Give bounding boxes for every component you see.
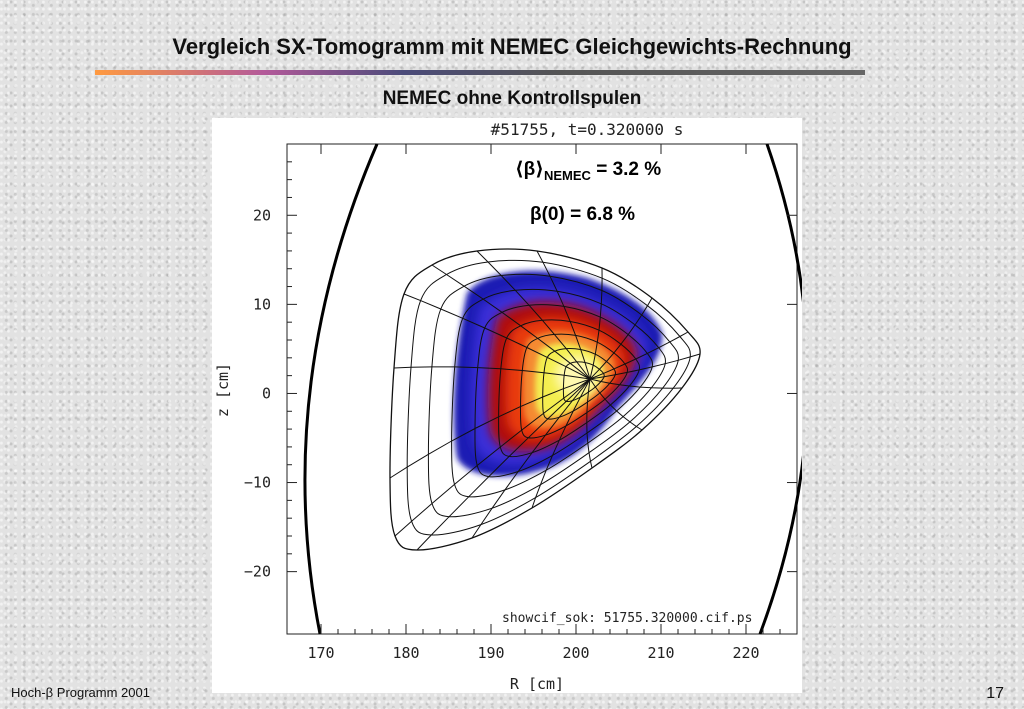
y-axis-label: z [cm] [214, 363, 232, 417]
poloidal-grid-line [589, 297, 653, 380]
vessel-wall-left [303, 143, 379, 635]
flux-surface [474, 304, 653, 478]
poloidal-grid-line [471, 378, 591, 539]
x-tick-label: 200 [562, 644, 589, 662]
y-axis-ticks: 20 10 0 −10 −20 [244, 143, 797, 581]
y-tick-label: 10 [253, 295, 271, 313]
flux-surface [542, 347, 616, 420]
y-tick-label: −10 [244, 474, 271, 492]
beta-average-value: = 3.2 % [590, 159, 662, 180]
page-number: 17 [986, 685, 1004, 702]
x-axis-label: R [cm] [510, 675, 564, 693]
poloidal-grid-line [589, 267, 603, 380]
poloidal-grid-line [394, 378, 591, 537]
tomogram-plot: 170 180 190 200 210 220 20 10 0 −10 −20 #51755, t… [214, 120, 802, 693]
x-tick-label: 210 [647, 644, 674, 662]
emissivity-map [453, 270, 663, 477]
poloidal-grid-line [389, 378, 591, 479]
beta-average-symbol: ⟨β⟩ [515, 159, 544, 180]
poloidal-grid-line [589, 331, 689, 380]
poloidal-grid-line [589, 353, 701, 380]
x-tick-label: 190 [477, 644, 504, 662]
shot-label: #51755, t=0.320000 s [491, 120, 684, 139]
flux-surface [451, 288, 666, 498]
footer-program: Hoch-β Programm 2001 [11, 685, 150, 700]
file-label: showcif_sok: 51755.320000.cif.ps [502, 611, 752, 626]
poloidal-grid-line [476, 250, 591, 380]
poloidal-grid-line [536, 250, 591, 380]
flux-surface [519, 333, 629, 439]
poloidal-grid-line [589, 378, 643, 431]
poloidal-grid-line [531, 378, 591, 509]
poloidal-grid-line [589, 378, 683, 389]
beta-zero-annotation: β(0) = 6.8 % [530, 204, 636, 225]
vessel-wall-right [758, 143, 802, 635]
y-tick-label: 20 [253, 206, 271, 224]
x-axis-ticks: 170 180 190 200 210 220 [307, 144, 798, 662]
slide-subtitle: NEMEC ohne Kontrollspulen [382, 88, 642, 109]
title-underline [95, 70, 865, 75]
flux-surface [427, 273, 679, 518]
beta-average-subscript: NEMEC [543, 167, 591, 183]
beta-average-annotation: ⟨β⟩NEMEC = 3.2 % [515, 158, 661, 183]
slide-title: Vergleich SX-Tomogramm mit NEMEC Gleichg… [172, 34, 852, 59]
poloidal-grid-line [393, 366, 591, 380]
flux-surface [562, 361, 605, 403]
flux-surface [389, 248, 701, 551]
poloidal-grid-line [431, 264, 591, 380]
flux-surface [498, 319, 641, 458]
poloidal-grid-line [416, 378, 591, 551]
tomogram-figure: 170 180 190 200 210 220 20 10 0 −10 −20 #51755, t… [212, 118, 802, 693]
x-tick-label: 180 [392, 644, 419, 662]
x-tick-label: 220 [732, 644, 759, 662]
y-tick-label: −20 [244, 563, 271, 581]
poloidal-grid-line [586, 378, 593, 469]
y-tick-label: 0 [262, 384, 271, 402]
poloidal-grid-line [403, 293, 591, 380]
nemec-flux-surface-grid [389, 248, 701, 551]
x-tick-label: 170 [307, 644, 334, 662]
